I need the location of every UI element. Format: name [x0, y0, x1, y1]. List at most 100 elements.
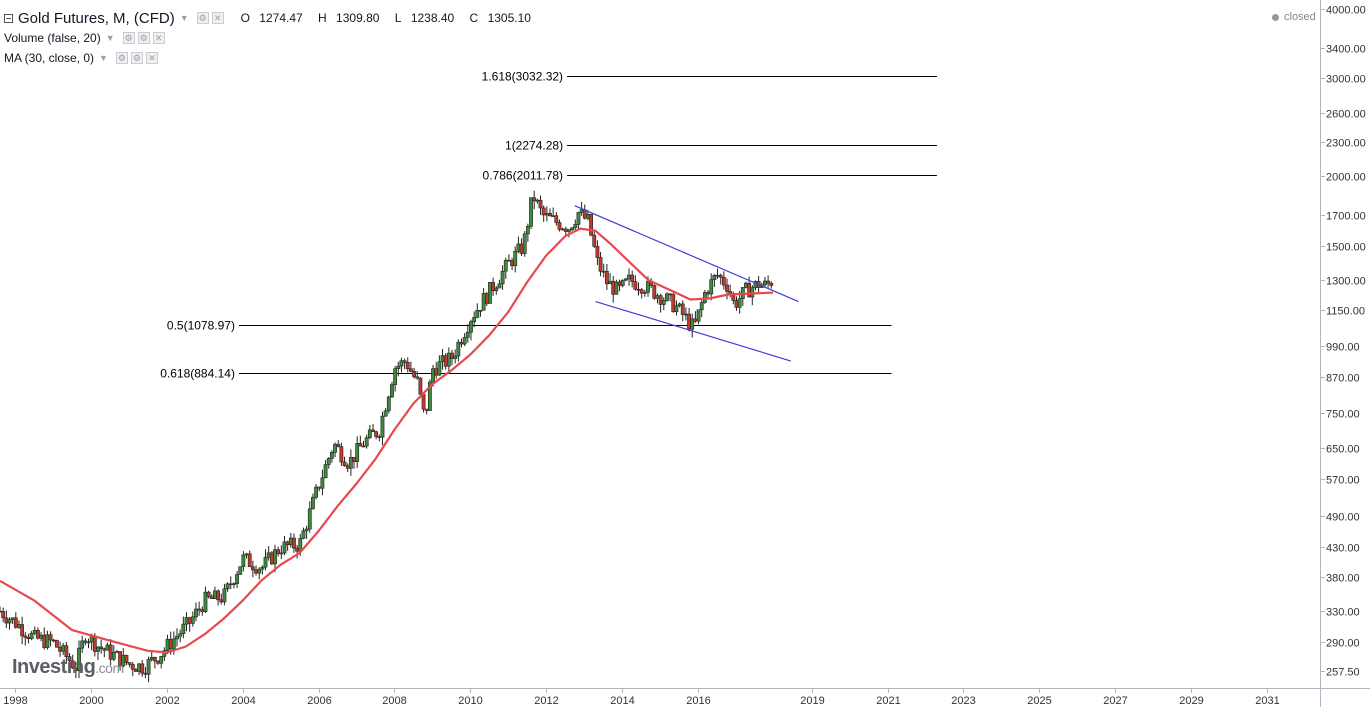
status-dot-icon	[1272, 13, 1279, 21]
candle-up	[446, 352, 451, 367]
candle-up	[137, 663, 141, 672]
candle-down	[358, 443, 363, 447]
candle-up	[500, 270, 505, 285]
candle-down	[336, 443, 341, 447]
time-tick-label: 2012	[534, 695, 558, 707]
dropdown-arrow-icon[interactable]: ▼	[105, 33, 115, 43]
candle-up	[288, 537, 293, 546]
candle-up	[222, 588, 227, 603]
candle-down	[766, 280, 771, 284]
candle-down	[156, 660, 160, 664]
candle-up	[462, 337, 467, 345]
price-tick-label: 290.00	[1326, 638, 1360, 650]
candle-down	[345, 465, 350, 469]
candle-up	[744, 282, 748, 288]
ma-indicator-label[interactable]: MA (30, close, 0)	[4, 51, 95, 65]
settings-icon[interactable]: ⚙	[122, 32, 135, 44]
candle-up	[627, 274, 631, 280]
symbol-title[interactable]: Gold Futures, M, (CFD)	[18, 9, 175, 27]
candle-up	[260, 566, 265, 570]
candle-up	[320, 477, 325, 489]
candle-down	[23, 635, 28, 638]
candle-down	[595, 245, 600, 258]
time-tick-label: 2025	[1027, 695, 1051, 707]
candle-down	[152, 657, 157, 662]
candle-up	[257, 568, 262, 574]
candle-down	[412, 371, 416, 378]
collapse-icon[interactable]	[4, 13, 13, 23]
candle-up	[194, 608, 198, 618]
candle-up	[39, 634, 43, 639]
candle-up	[390, 384, 394, 398]
candle-up	[244, 553, 249, 556]
candle-up	[282, 541, 287, 554]
candle-down	[352, 457, 356, 462]
candle-down	[633, 281, 638, 290]
candle-up	[437, 361, 442, 376]
close-icon[interactable]: ✕	[211, 12, 224, 24]
volume-indicator-label[interactable]: Volume (false, 20)	[4, 31, 101, 45]
candle-up	[10, 617, 15, 620]
candle-up	[699, 302, 704, 311]
moving-average-line	[0, 227, 774, 654]
candle-up	[105, 644, 110, 651]
candle-down	[589, 214, 593, 236]
candle-up	[238, 566, 243, 575]
candle-up	[494, 287, 499, 292]
price-tick-label: 3400.00	[1326, 44, 1366, 56]
candle-up	[642, 292, 647, 294]
candle-down	[276, 549, 281, 555]
price-tick-label: 1300.00	[1326, 276, 1366, 288]
settings-icon[interactable]: ⚙	[115, 52, 128, 64]
time-tick-label: 2014	[610, 695, 634, 707]
candle-down	[769, 282, 774, 286]
settings-icon[interactable]: ⚙	[137, 32, 150, 44]
candle-up	[380, 415, 385, 438]
trend-channel-upper-line	[574, 205, 799, 303]
candle-up	[301, 530, 306, 539]
time-tick-label: 2023	[951, 695, 975, 707]
dropdown-arrow-icon[interactable]: ▼	[179, 13, 189, 23]
candle-up	[329, 451, 334, 459]
close-icon[interactable]: ✕	[152, 32, 165, 44]
candle-up	[570, 227, 575, 231]
candle-down	[361, 445, 366, 448]
candle-down	[459, 341, 464, 345]
candle-up	[241, 554, 246, 568]
candle-up	[7, 619, 12, 624]
candle-up	[266, 552, 271, 558]
settings-icon[interactable]: ⚙	[130, 52, 143, 64]
candle-down	[507, 259, 511, 262]
candle-up	[61, 645, 66, 652]
candle-up	[29, 632, 34, 640]
candle-up	[279, 552, 284, 555]
candle-up	[579, 209, 584, 213]
candle-up	[525, 225, 530, 235]
candle-down	[443, 355, 448, 367]
candle-down	[143, 672, 148, 675]
candle-down	[130, 664, 135, 670]
candle-up	[184, 617, 189, 625]
candle-down	[67, 656, 72, 662]
candle-down	[292, 537, 296, 549]
candle-up	[203, 591, 208, 613]
candle-up	[560, 228, 565, 231]
candle-up	[696, 309, 701, 322]
time-tick-label: 2006	[307, 695, 331, 707]
candle-up	[307, 508, 312, 530]
price-tick-label: 257.50	[1326, 667, 1360, 679]
close-icon[interactable]: ✕	[145, 52, 158, 64]
candle-down	[636, 288, 641, 291]
candle-down	[671, 294, 676, 313]
candle-up	[348, 457, 353, 469]
candle-up	[355, 443, 360, 462]
candle-down	[216, 590, 221, 601]
dropdown-arrow-icon[interactable]: ▼	[99, 53, 108, 63]
settings-icon[interactable]: ⚙	[196, 12, 209, 24]
candle-down	[247, 553, 252, 568]
candle-up	[544, 213, 549, 216]
candle-up	[497, 283, 502, 289]
candle-up	[601, 270, 606, 273]
candle-down	[434, 368, 439, 376]
